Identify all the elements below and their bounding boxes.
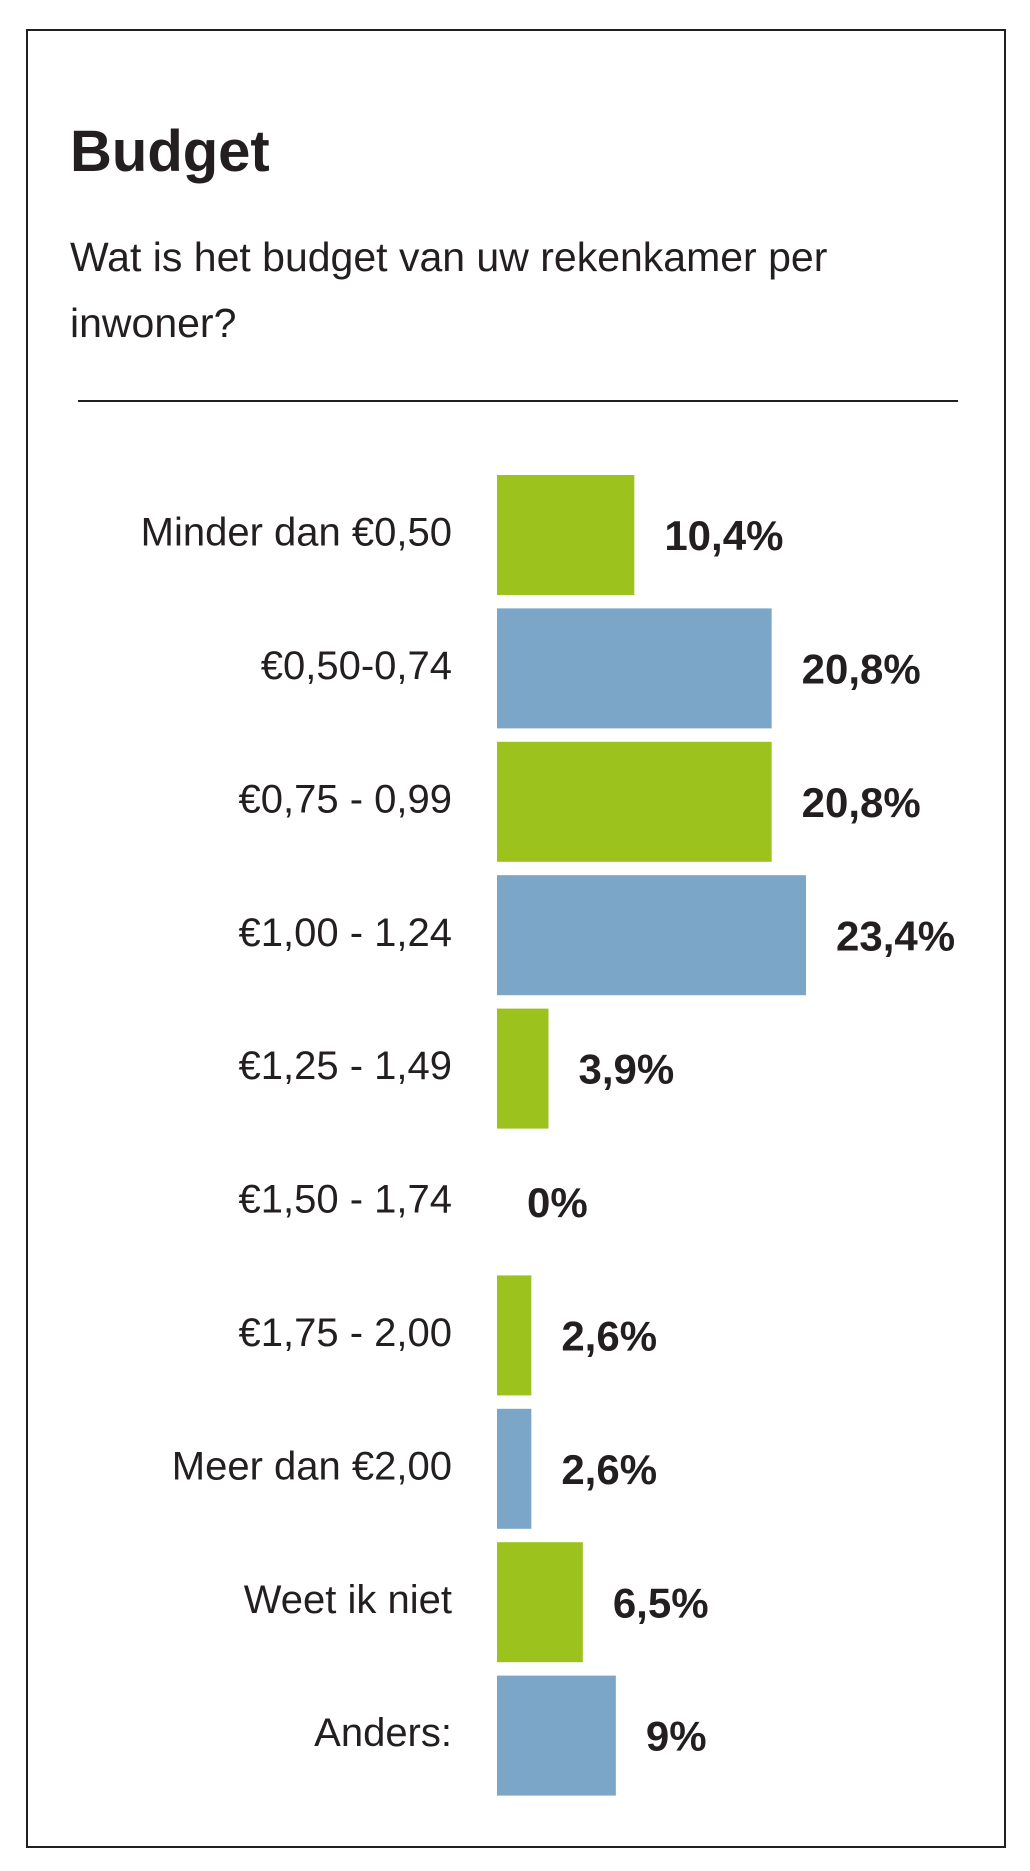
category-label: €1,75 - 2,00 xyxy=(239,1311,453,1355)
category-label: €1,50 - 1,74 xyxy=(239,1178,453,1222)
bar xyxy=(497,1275,532,1396)
value-label: 3,9% xyxy=(579,1046,675,1093)
value-label: 2,6% xyxy=(561,1312,657,1359)
value-label: 23,4% xyxy=(836,912,955,959)
category-label: €1,25 - 1,49 xyxy=(239,1044,453,1088)
value-label: 6,5% xyxy=(613,1579,709,1626)
bar xyxy=(497,608,772,729)
value-label: 20,8% xyxy=(802,645,921,692)
chart-subtitle: Wat is het budget van uw rekenkamer per … xyxy=(70,234,828,346)
frame xyxy=(26,29,1006,1848)
bar xyxy=(497,1542,583,1663)
value-label: 0% xyxy=(527,1179,588,1226)
category-label: Meer dan €2,00 xyxy=(172,1444,452,1488)
bar xyxy=(497,475,635,595)
category-label: Anders: xyxy=(314,1711,452,1755)
bar xyxy=(497,741,772,862)
bar xyxy=(497,1675,616,1796)
value-label: 9% xyxy=(646,1713,707,1760)
value-label: 20,8% xyxy=(802,779,921,826)
category-label: €0,75 - 0,99 xyxy=(239,777,453,821)
category-label: €1,00 - 1,24 xyxy=(239,911,453,955)
bar xyxy=(497,1408,532,1529)
chart-title: Budget xyxy=(70,119,270,184)
bar xyxy=(497,1008,549,1129)
bar xyxy=(497,875,806,996)
category-label: €0,50-0,74 xyxy=(261,644,452,688)
category-label: Weet ik niet xyxy=(244,1578,452,1622)
value-label: 10,4% xyxy=(664,512,783,559)
divider xyxy=(78,400,958,402)
value-label: 2,6% xyxy=(561,1446,657,1493)
category-label: Minder dan €0,50 xyxy=(141,511,452,555)
